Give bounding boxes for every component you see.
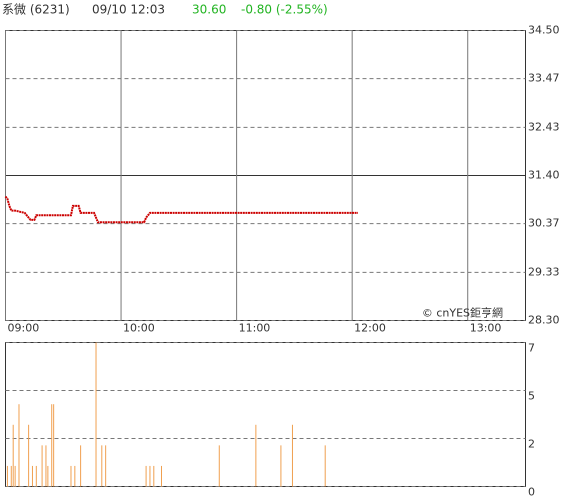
volume-bar — [153, 465, 155, 487]
volume-frame — [5, 342, 526, 487]
volume-bar — [80, 445, 82, 487]
volume-bar — [218, 445, 220, 487]
volume-bar — [35, 465, 37, 487]
volume-bar — [105, 445, 107, 487]
x-tick-label: 09:00 — [8, 322, 40, 335]
volume-bar — [145, 465, 147, 487]
price-line — [4, 195, 358, 224]
x-tick-label: 12:00 — [354, 322, 386, 335]
volume-bar — [101, 445, 103, 487]
y-tick-label: 2 — [528, 438, 535, 451]
y-tick-label: 5 — [528, 389, 535, 402]
y-tick-label: 29.33 — [528, 265, 560, 278]
change: -0.80 (-2.55%) — [241, 3, 328, 17]
volume-bar — [95, 342, 97, 487]
y-tick-label: 28.30 — [528, 314, 560, 327]
volume-bar — [324, 445, 326, 487]
volume-bar — [31, 465, 33, 487]
volume-bar — [291, 424, 293, 487]
volume-bar — [45, 445, 47, 487]
x-tick-label: 11:00 — [239, 322, 271, 335]
y-tick-label: 31.40 — [528, 169, 560, 182]
volume-bar — [53, 404, 55, 487]
stock-name: 系微 (6231) — [2, 3, 70, 17]
volume-bar — [14, 465, 16, 487]
volume-bar — [18, 404, 20, 487]
y-tick-label: 34.50 — [528, 24, 560, 37]
volume-bar — [6, 465, 8, 487]
x-tick-label: 13:00 — [470, 322, 502, 335]
y-tick-label: 7 — [528, 342, 535, 355]
volume-bar — [255, 424, 257, 487]
volume-bar — [10, 465, 12, 487]
y-tick-label: 30.37 — [528, 217, 560, 230]
datetime: 09/10 12:03 — [92, 3, 165, 17]
volume-bar — [70, 465, 72, 487]
y-tick-label: 0 — [528, 486, 535, 499]
y-tick-label: 33.47 — [528, 72, 560, 85]
volume-bar — [280, 445, 282, 487]
watermark: © cnYES鉅亨網 — [422, 306, 503, 320]
price: 30.60 — [192, 3, 226, 17]
volume-bar — [149, 465, 151, 487]
volume-bar — [161, 465, 162, 487]
volume-bar — [47, 465, 49, 487]
volume-bar — [41, 445, 43, 487]
x-tick-label: 10:00 — [123, 322, 155, 335]
volume-bar — [12, 424, 14, 487]
y-tick-label: 32.43 — [528, 120, 560, 133]
volume-bar — [74, 465, 76, 487]
volume-bar — [51, 404, 53, 487]
volume-bar — [28, 424, 30, 487]
